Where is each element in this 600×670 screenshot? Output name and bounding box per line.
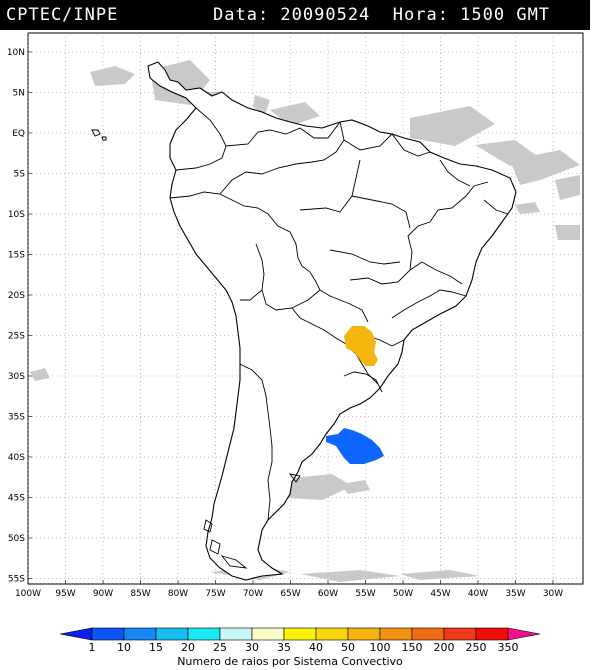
longitude-label: 35W bbox=[505, 589, 525, 599]
latitude-label: 15S bbox=[8, 251, 25, 261]
colorbar-segment bbox=[347, 627, 381, 641]
longitude-label: 55W bbox=[355, 589, 375, 599]
title-bar: CPTEC/INPE Data: 20090524 Hora: 1500 GMT bbox=[0, 0, 590, 30]
colorbar-segment bbox=[91, 627, 125, 641]
latitude-label: 45S bbox=[8, 494, 25, 504]
colorbar-caption: Numero de raios por Sistema Convectivo bbox=[177, 655, 403, 668]
colorbar-segment bbox=[283, 627, 317, 641]
colorbar-labels: 1 10 15 20 25 30 35 40 50 100 150 200 250 350 bbox=[89, 641, 519, 654]
colorbar-segment bbox=[219, 627, 253, 641]
storm-argentina-coast bbox=[326, 428, 384, 464]
graticule bbox=[27, 33, 583, 584]
colorbar-tick-label: 20 bbox=[181, 641, 195, 654]
colorbar-tick-label: 100 bbox=[370, 641, 391, 654]
colorbar-tick-label: 35 bbox=[277, 641, 291, 654]
colorbar-segment bbox=[155, 627, 189, 641]
latitude-label: 25S bbox=[8, 332, 25, 342]
cloud-patch bbox=[410, 106, 495, 146]
latitude-label: 10S bbox=[8, 210, 25, 220]
longitude-label: 75W bbox=[205, 589, 225, 599]
longitude-label: 70W bbox=[243, 589, 263, 599]
colorbar-segment bbox=[123, 627, 157, 641]
storm-parana bbox=[344, 326, 378, 366]
source-title: CPTEC/INPE bbox=[6, 5, 119, 25]
cloud-patch bbox=[300, 570, 400, 582]
latitude-label: 35S bbox=[8, 413, 25, 423]
cloud-patch bbox=[30, 368, 50, 381]
longitude-label: 80W bbox=[168, 589, 188, 599]
cloud-patch bbox=[287, 474, 352, 500]
latitude-label: 10N bbox=[7, 48, 25, 58]
colorbar-tick-label: 200 bbox=[434, 641, 455, 654]
colorbar-tick-label: 30 bbox=[245, 641, 259, 654]
colorbar-segment bbox=[475, 627, 509, 641]
colorbar-segment bbox=[315, 627, 349, 641]
colorbar-segment bbox=[251, 627, 285, 641]
latitude-label: 55S bbox=[8, 575, 25, 585]
south-america-outline bbox=[147, 61, 517, 581]
colorbar-segment bbox=[411, 627, 445, 641]
colorbar-tick-label: 15 bbox=[149, 641, 163, 654]
cloud-patch bbox=[555, 225, 580, 240]
country-borders bbox=[169, 107, 509, 521]
colorbar-tick-label: 1 bbox=[89, 641, 96, 654]
cloud-patch bbox=[400, 570, 480, 580]
colorbar-segment bbox=[187, 627, 221, 641]
colorbar-tick-label: 250 bbox=[466, 641, 487, 654]
longitude-label: 50W bbox=[393, 589, 413, 599]
cloud-patch bbox=[90, 66, 135, 86]
cloud-patch bbox=[515, 202, 540, 214]
colorbar-tick-label: 10 bbox=[117, 641, 131, 654]
latitude-label: 30S bbox=[8, 372, 25, 382]
coastal-islands bbox=[91, 129, 301, 569]
longitude-label: 40W bbox=[468, 589, 488, 599]
colorbar-tick-label: 350 bbox=[498, 641, 519, 654]
latitude-label: EQ bbox=[12, 129, 25, 139]
colorbar-tick-label: 50 bbox=[341, 641, 355, 654]
longitude-label: 60W bbox=[318, 589, 338, 599]
colorbar bbox=[59, 627, 541, 641]
colorbar-tick-label: 40 bbox=[309, 641, 323, 654]
longitude-label: 30W bbox=[543, 589, 563, 599]
latitude-label: 20S bbox=[8, 291, 25, 301]
datetime-title: Data: 20090524 Hora: 1500 GMT bbox=[213, 5, 551, 25]
colorbar-segment bbox=[507, 627, 541, 641]
colorbar-segment bbox=[443, 627, 477, 641]
colorbar-segment bbox=[59, 627, 93, 641]
cloud-patch bbox=[510, 150, 580, 185]
latitude-label: 40S bbox=[8, 453, 25, 463]
longitude-label: 65W bbox=[280, 589, 300, 599]
latitude-labels: 10N 5N EQ 5S 10S 15S 20S 25S 30S 35S 40S 45S 50S 55S bbox=[7, 48, 25, 585]
latitude-label: 5S bbox=[14, 170, 26, 180]
longitude-label: 45W bbox=[430, 589, 450, 599]
longitude-labels: 100W 95W 90W 85W 80W 75W 70W 65W 60W 55W 50W 45W 40W… bbox=[15, 589, 563, 599]
cloud-patch bbox=[340, 480, 370, 494]
cloud-patch bbox=[253, 95, 270, 115]
longitude-label: 85W bbox=[130, 589, 150, 599]
colorbar-tick-label: 25 bbox=[213, 641, 227, 654]
latitude-label: 5N bbox=[13, 89, 25, 99]
colorbar-tick-label: 150 bbox=[402, 641, 423, 654]
latitude-label: 50S bbox=[8, 534, 25, 544]
longitude-label: 100W bbox=[15, 589, 41, 599]
cloud-patch bbox=[555, 175, 580, 200]
longitude-label: 90W bbox=[93, 589, 113, 599]
colorbar-segment bbox=[379, 627, 413, 641]
longitude-label: 95W bbox=[55, 589, 75, 599]
